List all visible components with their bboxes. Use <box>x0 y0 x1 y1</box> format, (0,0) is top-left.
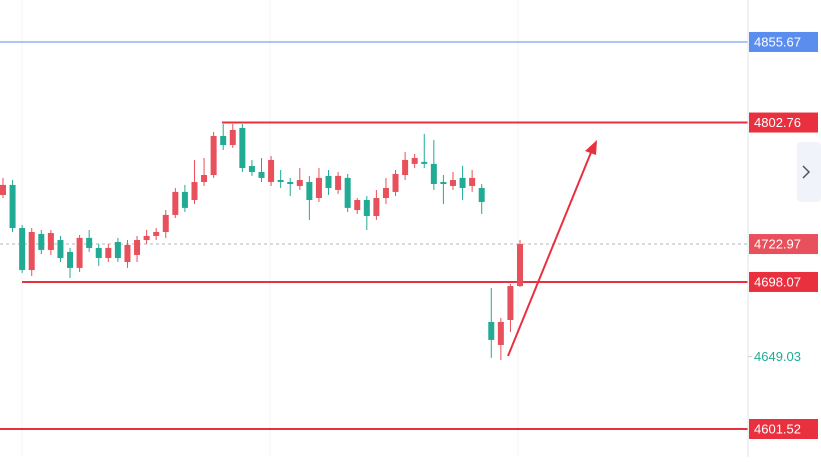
candle-body <box>363 199 370 216</box>
candle-body <box>162 214 169 232</box>
candle-body <box>76 237 83 268</box>
price-axis: 4889.534649.034855.674802.764698.074601.… <box>748 31 818 439</box>
candle-body <box>229 129 236 146</box>
level-label: 4698.07 <box>754 274 801 289</box>
candle-body <box>421 161 428 164</box>
level-label-bg <box>749 31 818 52</box>
last-price-bg <box>749 234 818 255</box>
level-label-bg <box>749 271 818 292</box>
candle-body <box>0 184 6 195</box>
candle-body <box>181 191 188 208</box>
candle-body <box>258 171 265 178</box>
candle-body <box>296 180 303 186</box>
candle-body <box>335 175 342 190</box>
level-label-bg <box>749 112 818 133</box>
trend-arrow <box>507 149 593 357</box>
candle-body <box>354 199 361 211</box>
candle-body <box>47 233 54 250</box>
candle-body <box>172 191 179 215</box>
candle-body <box>268 159 275 183</box>
candle-body <box>392 173 399 192</box>
candle-body <box>105 247 112 259</box>
candle-body <box>402 159 409 176</box>
candle-body <box>124 244 131 262</box>
candle-body <box>315 177 322 199</box>
level-label-bg <box>749 418 818 439</box>
y-tick-label: 4649.03 <box>754 349 801 364</box>
candle-body <box>449 180 456 186</box>
last-price-label: 4722.97 <box>754 236 801 251</box>
candle-body <box>440 182 447 184</box>
collapse-button[interactable] <box>797 142 821 202</box>
candle-body <box>95 247 102 259</box>
candle-body <box>9 184 16 229</box>
candle-body <box>220 136 227 146</box>
candle-body <box>469 177 476 186</box>
candle-body <box>488 321 495 340</box>
level-label: 4855.67 <box>754 34 801 49</box>
arrow-head <box>585 140 597 155</box>
candle-body <box>430 163 437 184</box>
candle-body <box>143 235 150 241</box>
candle-body <box>134 240 141 255</box>
candle-body <box>114 242 121 259</box>
candle-body <box>210 136 217 176</box>
plot-area <box>0 41 748 430</box>
candle-body <box>191 182 198 200</box>
candle-body <box>38 233 45 250</box>
candle-body <box>344 177 351 208</box>
candle-body <box>201 175 208 183</box>
candle-body <box>373 198 380 216</box>
candle-body <box>277 180 284 183</box>
candle-body <box>287 182 294 184</box>
candle-body <box>497 321 504 345</box>
candle-body <box>382 187 389 199</box>
candle-body <box>248 166 255 172</box>
candle-body <box>306 182 313 200</box>
candle-body <box>517 244 523 287</box>
candle-body <box>411 157 418 164</box>
candle-body <box>28 231 35 271</box>
candle-body <box>459 177 466 188</box>
candle-body <box>325 175 332 188</box>
candle-body <box>86 237 93 248</box>
level-label: 4601.52 <box>754 421 801 436</box>
candle-body <box>153 231 160 236</box>
level-label: 4802.76 <box>754 115 801 130</box>
candle-body <box>19 228 26 271</box>
candle-body <box>67 251 74 268</box>
collapse-icon[interactable] <box>802 165 811 179</box>
candle-body <box>239 127 246 169</box>
candle-body <box>478 187 485 202</box>
candle-body <box>57 240 64 259</box>
candle-body <box>507 286 514 320</box>
